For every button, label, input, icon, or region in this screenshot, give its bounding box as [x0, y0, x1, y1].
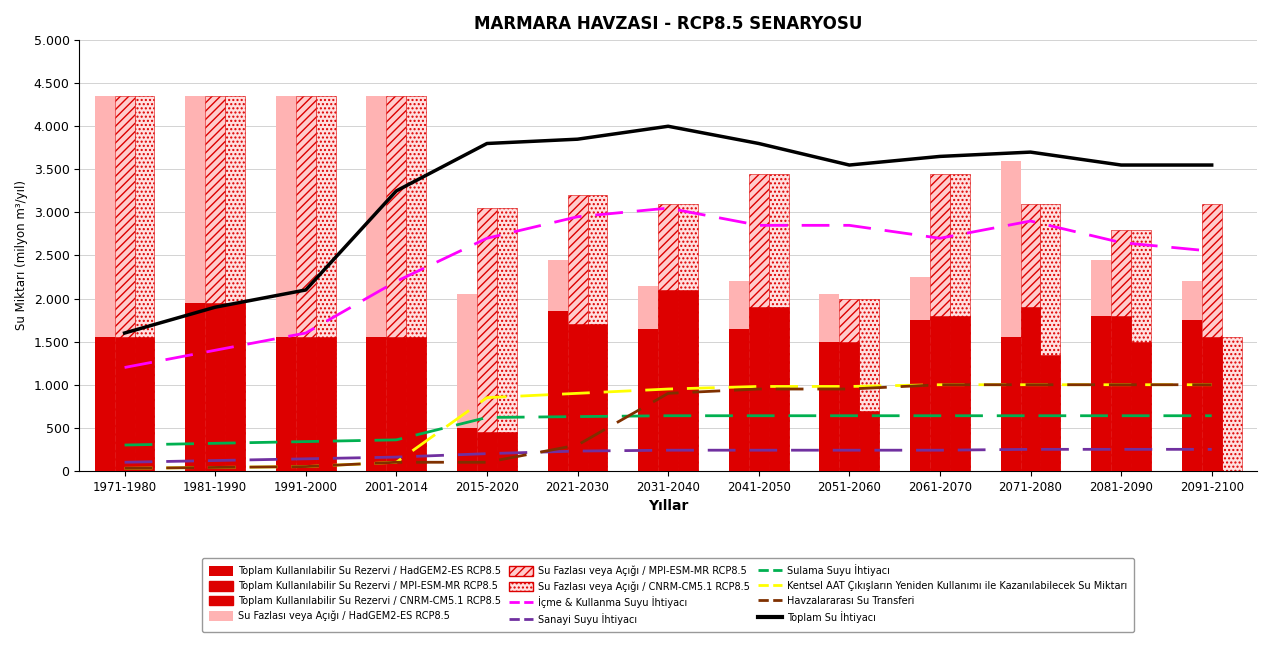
Title: MARMARA HAVZASI - RCP8.5 SENARYOSU: MARMARA HAVZASI - RCP8.5 SENARYOSU	[474, 15, 862, 33]
Bar	[1202, 338, 1221, 471]
Bar	[114, 338, 135, 471]
Bar	[548, 312, 567, 471]
Bar	[930, 316, 950, 471]
Legend: Toplam Kullanılabilir Su Rezervi / HadGEM2-ES RCP8.5, Toplam Kullanılabilir Su R: Toplam Kullanılabilir Su Rezervi / HadGE…	[202, 557, 1135, 632]
Bar	[768, 173, 789, 471]
Bar	[1221, 338, 1241, 471]
Bar	[729, 329, 749, 471]
Bar	[909, 277, 930, 471]
Bar	[387, 96, 406, 471]
Bar	[1020, 307, 1040, 471]
Bar	[950, 173, 969, 471]
Y-axis label: Su Miktarı (milyon m³/yıl): Su Miktarı (milyon m³/yıl)	[15, 181, 28, 330]
Bar	[860, 410, 879, 471]
Bar	[205, 303, 225, 471]
Bar	[457, 428, 477, 471]
Bar	[276, 338, 296, 471]
Bar	[135, 96, 154, 471]
Bar	[1112, 230, 1131, 471]
Bar	[588, 195, 608, 471]
Bar	[1040, 355, 1061, 471]
Bar	[950, 316, 969, 471]
Bar	[1040, 204, 1061, 471]
Bar	[497, 208, 516, 471]
Bar	[315, 96, 336, 471]
Bar	[477, 208, 497, 471]
Bar	[387, 338, 406, 471]
Bar	[930, 173, 950, 471]
Bar	[1091, 260, 1112, 471]
Bar	[749, 173, 768, 471]
Bar	[296, 338, 315, 471]
Bar	[840, 299, 860, 471]
Bar	[497, 432, 516, 471]
Bar	[749, 307, 768, 471]
Bar	[477, 432, 497, 471]
Bar	[639, 285, 658, 471]
X-axis label: Yıllar: Yıllar	[647, 499, 688, 513]
Bar	[94, 96, 114, 471]
Bar	[1091, 316, 1112, 471]
Bar	[205, 96, 225, 471]
Bar	[315, 338, 336, 471]
Bar	[658, 204, 678, 471]
Bar	[819, 342, 840, 471]
Bar	[678, 290, 698, 471]
Bar	[548, 260, 567, 471]
Bar	[135, 338, 154, 471]
Bar	[909, 320, 930, 471]
Bar	[366, 338, 387, 471]
Bar	[819, 295, 840, 471]
Bar	[658, 290, 678, 471]
Bar	[1020, 204, 1040, 471]
Bar	[840, 342, 860, 471]
Bar	[457, 295, 477, 471]
Bar	[729, 281, 749, 471]
Bar	[186, 303, 205, 471]
Bar	[1202, 204, 1221, 471]
Bar	[296, 96, 315, 471]
Bar	[860, 299, 879, 471]
Bar	[1112, 316, 1131, 471]
Bar	[114, 96, 135, 471]
Bar	[567, 324, 588, 471]
Bar	[1182, 320, 1202, 471]
Bar	[678, 204, 698, 471]
Bar	[1001, 338, 1020, 471]
Bar	[406, 96, 426, 471]
Bar	[1131, 342, 1151, 471]
Bar	[1131, 230, 1151, 471]
Bar	[94, 338, 114, 471]
Bar	[186, 96, 205, 471]
Bar	[639, 329, 658, 471]
Bar	[225, 303, 245, 471]
Bar	[1182, 281, 1202, 471]
Bar	[588, 324, 608, 471]
Bar	[1001, 161, 1020, 471]
Bar	[276, 96, 296, 471]
Bar	[366, 96, 387, 471]
Bar	[768, 307, 789, 471]
Bar	[406, 338, 426, 471]
Bar	[567, 195, 588, 471]
Bar	[225, 96, 245, 471]
